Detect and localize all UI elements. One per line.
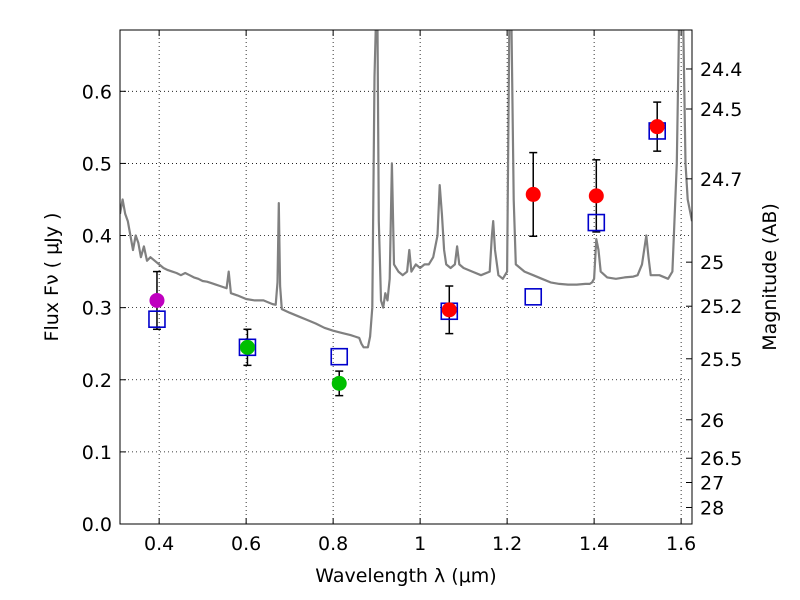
mag-tick-label: 25.2	[700, 296, 742, 318]
mag-tick-label: 27	[700, 473, 724, 495]
x-tick-label: 1	[414, 533, 426, 555]
measured-point	[441, 302, 457, 318]
model-spectrum-line	[120, 30, 692, 349]
model-square-point	[524, 288, 543, 306]
measured-point	[588, 188, 604, 204]
mag-tick-label: 26.5	[700, 448, 742, 470]
x-tick-label: 1.4	[579, 533, 609, 555]
measured-point	[331, 375, 347, 391]
y-tick-label: 0.2	[82, 370, 112, 392]
y2-axis-label: Magnitude (AB)	[759, 203, 781, 351]
y-axis-label: Flux Fν ( μJy )	[41, 213, 63, 342]
plot-frame	[119, 29, 693, 525]
mag-tick-label: 24.4	[700, 59, 742, 81]
y-tick-label: 0.5	[82, 153, 112, 175]
measured-point	[149, 292, 165, 308]
mag-tick-label: 28	[700, 497, 724, 519]
x-tick-label: 1.2	[492, 533, 522, 555]
measured-point	[649, 119, 665, 135]
mag-tick-label: 24.7	[700, 169, 742, 191]
model-square-point	[148, 310, 166, 328]
model-spectrum	[120, 30, 692, 349]
mag-tick-label: 25	[700, 252, 724, 274]
y-tick-label: 0.3	[82, 298, 112, 320]
model-square-point	[330, 347, 349, 366]
x-axis-label: Wavelength λ (μm)	[315, 565, 496, 587]
mag-tick-label: 25.5	[700, 349, 742, 371]
y-tick-label: 0.0	[82, 514, 112, 536]
mag-tick-label: 26	[700, 410, 724, 432]
x-tick-label: 0.8	[318, 533, 348, 555]
photometry-points	[148, 101, 667, 397]
x-tick-label: 0.6	[231, 533, 261, 555]
y-tick-label: 0.6	[82, 81, 112, 103]
y-tick-label: 0.4	[82, 226, 112, 248]
measured-point	[525, 186, 541, 202]
axis-ticks: 0.4 0.6 0.8 1 1.2 1.4 1.6 0.0 0.1 0.2 0.3 0.4 0.5 0.6…	[82, 30, 742, 555]
x-tick-label: 0.4	[144, 533, 174, 555]
model-square-point	[238, 338, 257, 357]
x-tick-label: 1.6	[666, 533, 696, 555]
mag-tick-label: 24.5	[700, 99, 742, 121]
y-tick-label: 0.1	[82, 442, 112, 464]
measured-point	[239, 339, 255, 355]
model-square-point	[587, 213, 606, 232]
